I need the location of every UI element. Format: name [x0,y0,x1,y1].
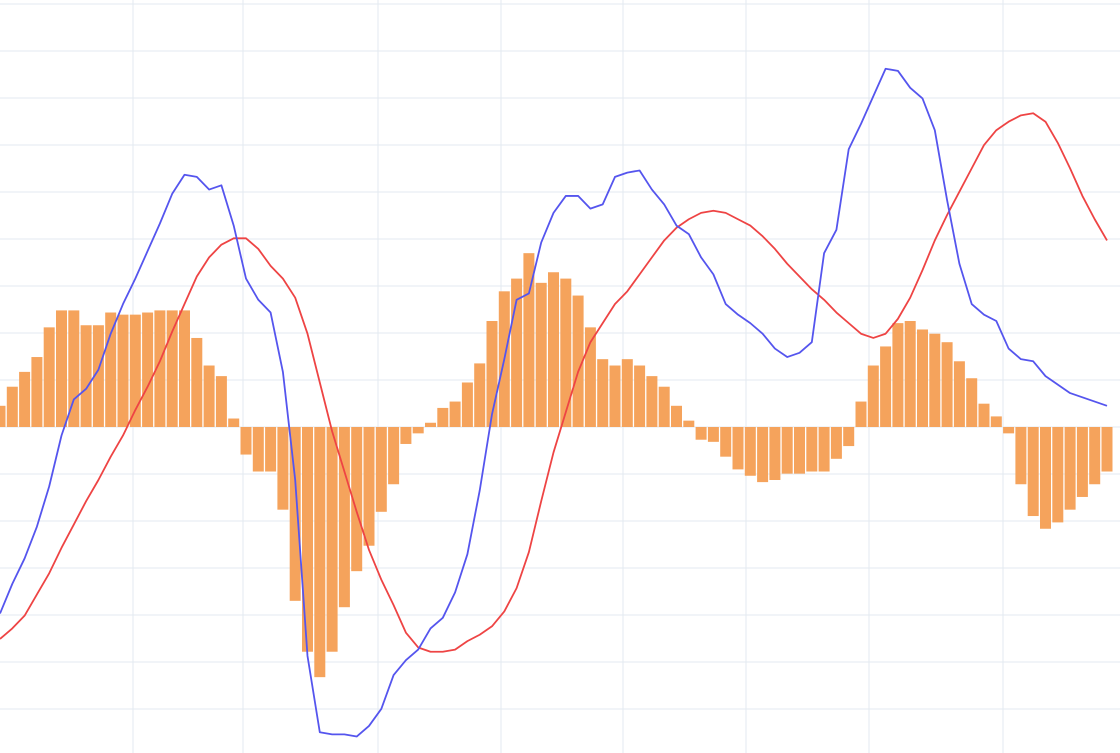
histogram-bar-53 [646,376,658,427]
histogram-bar-67 [818,427,830,472]
histogram-bar-70 [855,401,867,427]
histogram-bar-25 [302,427,313,652]
histogram-bar-74 [904,321,916,427]
histogram-bar-5 [56,310,67,427]
histogram-bar-39 [474,363,486,427]
histogram-bar-12 [142,312,154,427]
histogram-bar-60 [732,427,744,470]
histogram-bar-28 [338,427,350,608]
histogram-bar-31 [375,427,387,512]
histogram-bar-32 [388,427,400,485]
histogram-bar-71 [867,365,879,427]
histogram-bar-68 [830,427,842,459]
indicator-lines [0,67,1108,738]
histogram-bar-8 [92,325,104,427]
histogram-bar-65 [794,427,805,474]
histogram-bar-7 [80,325,92,427]
histogram-bar-21 [252,427,264,472]
histogram-bar-9 [105,312,117,427]
histogram-bar-55 [671,405,682,427]
histogram-bar-63 [769,427,781,480]
histogram-bar-88 [1076,427,1088,497]
histogram-bar-59 [720,427,732,457]
histogram-bar-52 [634,365,646,427]
histogram-bar-51 [621,359,633,427]
histogram-bar-19 [228,418,240,427]
histogram-bar-45 [548,272,559,427]
histogram-bar-61 [744,427,756,476]
histogram-bar-15 [179,310,190,427]
histogram-bar-75 [917,329,928,427]
histogram-bar-18 [215,376,227,427]
histogram-bar-10 [117,314,129,427]
histogram-bar-29 [351,427,363,572]
histogram-bar-44 [535,282,547,427]
histogram-bar-56 [683,420,695,427]
histogram-bar-26 [314,427,326,678]
histogram-bar-24 [289,427,301,601]
histogram-bars [0,253,1113,678]
histogram-bar-47 [572,295,584,427]
histogram-bar-76 [929,333,941,427]
histogram-bar-66 [806,427,818,472]
histogram-bar-78 [953,361,965,427]
histogram-bar-83 [1015,427,1027,485]
histogram-bar-46 [560,278,572,427]
histogram-bar-40 [486,321,498,427]
histogram-bar-85 [1040,427,1051,529]
histogram-bar-58 [707,427,719,442]
histogram-bar-54 [658,386,670,427]
histogram-bar-49 [597,359,609,427]
histogram-bar-64 [781,427,793,474]
histogram-bar-87 [1064,427,1076,510]
histogram-bar-35 [425,422,436,427]
histogram-bar-37 [449,401,461,427]
histogram-bar-11 [129,314,141,427]
signal-line [0,112,1108,653]
histogram-bar-13 [154,310,166,427]
histogram-bar-34 [412,427,424,434]
histogram-bar-0 [0,405,6,427]
histogram-bar-50 [609,365,621,427]
histogram-bar-62 [757,427,769,483]
histogram-bar-20 [240,427,252,455]
histogram-bar-90 [1101,427,1113,472]
histogram-bar-43 [523,253,535,427]
histogram-bar-86 [1052,427,1064,523]
histogram-bar-81 [990,416,1002,427]
histogram-bar-73 [892,323,904,427]
histogram-bar-72 [880,346,892,427]
histogram-bar-1 [6,386,18,427]
histogram-bar-84 [1027,427,1039,517]
histogram-bar-14 [166,310,178,427]
macd-line [0,67,1108,738]
histogram-bar-3 [31,357,43,427]
histogram-bar-82 [1003,427,1015,434]
histogram-bar-6 [68,310,80,427]
histogram-bar-69 [843,427,855,447]
histogram-bar-42 [511,278,523,427]
histogram-bar-77 [941,342,953,427]
histogram-bar-36 [437,407,449,427]
histogram-bar-2 [19,371,31,427]
histogram-bar-23 [277,427,289,510]
histogram-bar-22 [265,427,277,472]
histogram-bar-48 [584,327,596,427]
histogram-bar-27 [326,427,338,652]
histogram-bar-79 [966,378,978,427]
histogram-bar-17 [203,365,215,427]
histogram-bar-38 [461,382,473,427]
histogram-bar-80 [978,403,990,427]
histogram-bar-33 [400,427,412,444]
histogram-bar-30 [363,427,375,546]
histogram-bar-16 [191,337,203,427]
histogram-bar-4 [43,327,55,427]
histogram-bar-57 [695,427,707,440]
histogram-bar-89 [1089,427,1101,485]
